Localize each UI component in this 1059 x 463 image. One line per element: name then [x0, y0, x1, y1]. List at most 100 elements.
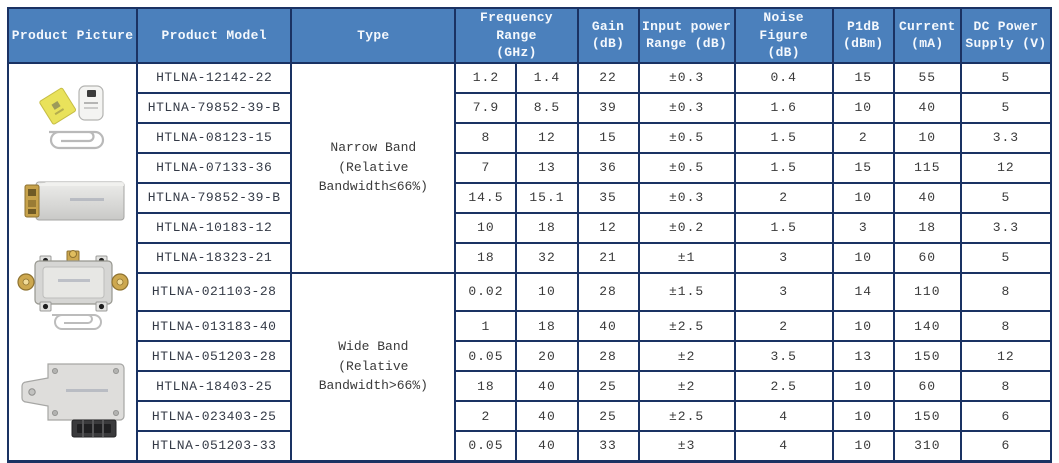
table-row: HTLNA-79852-39-B 7.9 8.5 39 ±0.3 1.6 10 40 5: [8, 91, 1053, 124]
spec-value-cell: 1.5: [733, 211, 834, 244]
spec-value-cell: 5: [959, 181, 1053, 214]
table-row: HTLNA-051203-28 0.05 20 28 ±2 3.5 13 150 12: [8, 340, 1053, 373]
spec-value-cell: 12: [576, 211, 640, 244]
spec-value-cell: ±1.5: [637, 271, 736, 313]
table-row: HTLNA-08123-15 8 12 15 ±0.5 1.5 2 10 3.3: [8, 121, 1053, 154]
spec-value-cell: 5: [959, 91, 1053, 124]
spec-value-cell: 4: [733, 400, 834, 433]
spec-value-cell: 36: [576, 151, 640, 184]
spec-value-cell: ±0.5: [637, 151, 736, 184]
spec-value-cell: ±0.2: [637, 211, 736, 244]
header-gain: Gain (dB): [576, 7, 640, 64]
spec-value-cell: 1.4: [515, 61, 579, 94]
spec-value-cell: ±2.5: [637, 310, 736, 343]
spec-value-cell: 10: [892, 121, 962, 154]
spec-value-cell: 3: [831, 211, 895, 244]
spec-value-cell: ±2: [637, 370, 736, 403]
product-model-cell: HTLNA-07133-36: [136, 151, 293, 184]
product-model-cell: HTLNA-79852-39-B: [136, 91, 293, 124]
product-model-cell: HTLNA-18403-25: [136, 370, 293, 403]
spec-value-cell: 15: [831, 61, 895, 94]
header-product-picture: Product Picture: [6, 7, 139, 64]
spec-value-cell: 10: [831, 181, 895, 214]
header-noise-figure: Noise Figure (dB): [733, 7, 834, 64]
flanged-module-image: [20, 363, 125, 438]
spec-value-cell: 4: [733, 430, 834, 463]
table-row: HTLNA-18403-25 18 40 25 ±2 2.5 10 60 8: [8, 370, 1053, 403]
product-model-cell: HTLNA-10183-12: [136, 211, 293, 244]
spec-value-cell: 7.9: [454, 91, 518, 124]
spec-value-cell: 1.5: [733, 151, 834, 184]
spec-value-cell: 3: [733, 241, 834, 274]
spec-value-cell: 25: [576, 370, 640, 403]
spec-value-cell: 12: [515, 121, 579, 154]
header-product-model: Product Model: [136, 7, 293, 64]
spec-value-cell: 13: [515, 151, 579, 184]
spec-value-cell: 0.05: [454, 430, 518, 463]
spec-value-cell: 5: [959, 241, 1053, 274]
table-row: HTLNA-051203-33 0.05 40 33 ±3 4 10 310 6: [8, 430, 1053, 463]
spec-value-cell: 10: [831, 241, 895, 274]
picture-chip-package-paperclip: [21, 80, 125, 152]
spec-value-cell: 10: [831, 400, 895, 433]
spec-value-cell: 310: [892, 430, 962, 463]
table-row: HTLNA-013183-40 1 18 40 ±2.5 2 10 140 8: [8, 310, 1053, 343]
spec-value-cell: 8: [454, 121, 518, 154]
spec-value-cell: 150: [892, 400, 962, 433]
header-type: Type: [290, 7, 457, 64]
product-model-cell: HTLNA-021103-28: [136, 271, 293, 313]
spec-value-cell: 15: [576, 121, 640, 154]
spec-value-cell: 40: [515, 430, 579, 463]
spec-value-cell: 39: [576, 91, 640, 124]
spec-value-cell: 10: [515, 271, 579, 313]
spec-value-cell: 32: [515, 241, 579, 274]
spec-value-cell: ±0.3: [637, 61, 736, 94]
spec-value-cell: 35: [576, 181, 640, 214]
product-model-cell: HTLNA-79852-39-B: [136, 181, 293, 214]
spec-value-cell: 28: [576, 271, 640, 313]
spec-value-cell: 140: [892, 310, 962, 343]
table-row: HTLNA-12142-22 Narrow Band (Relative Band…: [6, 61, 1053, 463]
spec-value-cell: 40: [892, 181, 962, 214]
sma-module-paperclip-image: [16, 249, 129, 330]
product-model-cell: HTLNA-023403-25: [136, 400, 293, 433]
header-row: Product Picture Product Model Type Frequ…: [6, 7, 1053, 64]
spec-value-cell: 110: [892, 271, 962, 313]
spec-value-cell: 8: [959, 370, 1053, 403]
spec-value-cell: 18: [892, 211, 962, 244]
spec-value-cell: 55: [892, 61, 962, 94]
spec-value-cell: 40: [576, 310, 640, 343]
spec-value-cell: 22: [576, 61, 640, 94]
product-model-cell: HTLNA-051203-33: [136, 430, 293, 463]
spec-table-body: HTLNA-12142-22 Narrow Band (Relative Band…: [6, 61, 1053, 463]
spec-value-cell: 0.4: [733, 61, 834, 94]
spec-value-cell: 18: [454, 241, 518, 274]
table-row: HTLNA-10183-12 10 18 12 ±0.2 1.5 3 18 3.3: [8, 211, 1053, 244]
header-input-power-range: Input power Range (dB): [637, 7, 736, 64]
spec-value-cell: 10: [831, 310, 895, 343]
table-row: HTLNA-07133-36 7 13 36 ±0.5 1.5 15 115 12: [8, 151, 1053, 184]
table-row: HTLNA-18323-21 18 32 21 ±1 3 10 60 5: [8, 241, 1053, 274]
table-row: HTLNA-023403-25 2 40 25 ±2.5 4 10 150 6: [8, 400, 1053, 433]
spec-value-cell: 2: [831, 121, 895, 154]
spec-value-cell: 28: [576, 340, 640, 373]
spec-value-cell: 40: [515, 370, 579, 403]
spec-value-cell: 2.5: [733, 370, 834, 403]
spec-value-cell: 6: [959, 400, 1053, 433]
header-p1db: P1dB (dBm): [831, 7, 895, 64]
spec-value-cell: 2: [454, 400, 518, 433]
spec-value-cell: 18: [515, 310, 579, 343]
header-frequency-range: Frequency Range (GHz): [454, 7, 579, 64]
header-dc-power-supply: DC Power Supply (V): [959, 7, 1053, 64]
spec-value-cell: 10: [831, 91, 895, 124]
spec-value-cell: 1.6: [733, 91, 834, 124]
spec-value-cell: 5: [959, 61, 1053, 94]
spec-value-cell: 1.2: [454, 61, 518, 94]
type-group-cell: Narrow Band (Relative Bandwidth≤66%): [290, 61, 457, 274]
spec-value-cell: ±1: [637, 241, 736, 274]
spec-value-cell: ±3: [637, 430, 736, 463]
table-row: HTLNA-79852-39-B 14.5 15.1 35 ±0.3 2 10 40 5: [8, 181, 1053, 214]
spec-value-cell: 18: [515, 211, 579, 244]
spec-value-cell: 13: [831, 340, 895, 373]
